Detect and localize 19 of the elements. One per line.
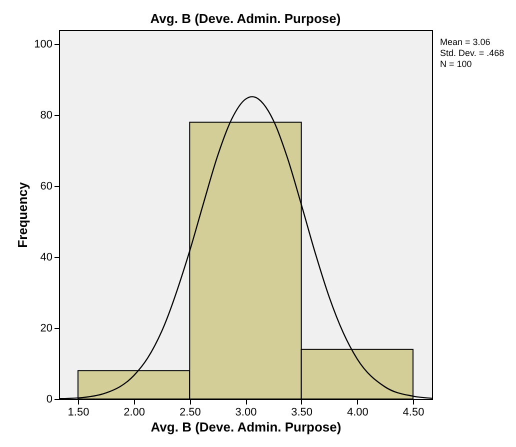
text: Std. Dev. = .468: [440, 48, 504, 58]
x-tick-label: 3.00: [235, 406, 257, 418]
x-tick-label: 2.50: [179, 406, 201, 418]
x-tick-label: 1.50: [68, 406, 90, 418]
text: N = 100: [440, 59, 472, 69]
y-tick-label: 80: [40, 110, 52, 122]
text: Mean = 3.06: [440, 37, 490, 47]
y-tick-label: 20: [40, 322, 52, 335]
y-tick-label: 0: [46, 394, 52, 406]
y-axis-title: Frequency: [15, 181, 30, 248]
y-tick-label: 100: [34, 38, 52, 51]
x-tick-label: 2.00: [124, 406, 146, 418]
x-axis-title: Avg. B (Deve. Admin. Purpose): [150, 420, 342, 434]
x-tick-label: 3.50: [291, 406, 313, 418]
x-tick-label: 4.50: [402, 406, 424, 418]
chart-title: Avg. B (Deve. Admin. Purpose): [150, 11, 341, 26]
y-tick-label: 40: [40, 252, 52, 264]
x-tick-label: 4.00: [346, 406, 368, 418]
y-tick-label: 60: [40, 180, 52, 193]
